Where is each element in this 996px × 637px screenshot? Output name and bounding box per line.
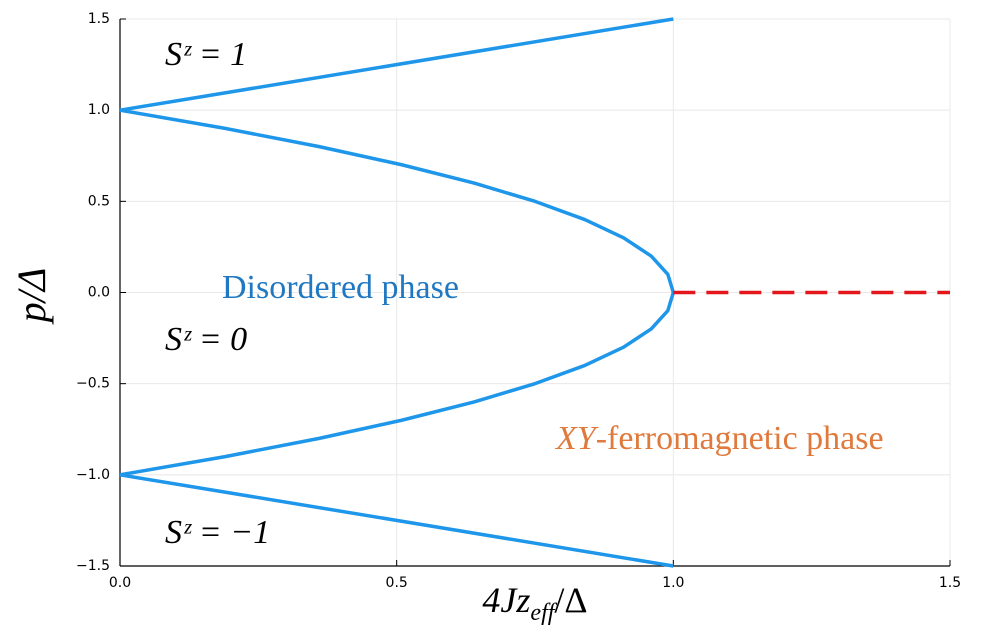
annotation-text: Sᶻ = −1 bbox=[165, 514, 270, 551]
x-tick-label: 1.5 bbox=[939, 575, 961, 591]
series-line bbox=[119, 17, 674, 112]
annotation-italic: XY bbox=[554, 420, 599, 457]
annotation: Sᶻ = 0 bbox=[165, 321, 247, 358]
x-label-tail: /Δ bbox=[554, 580, 587, 620]
y-axis-label: p/Δ bbox=[9, 268, 54, 326]
x-label-sub: eff bbox=[530, 600, 557, 626]
annotation: Disordered phase bbox=[222, 269, 459, 306]
y-tick-label: −1.0 bbox=[76, 467, 110, 483]
annotation: Sᶻ = −1 bbox=[165, 514, 270, 551]
y-tick-label: 1.0 bbox=[88, 102, 110, 118]
annotation: XY-ferromagnetic phase bbox=[554, 420, 884, 457]
series-line bbox=[119, 108, 676, 477]
annotation-text: Disordered phase bbox=[222, 269, 459, 306]
series-line bbox=[119, 473, 674, 568]
x-tick-label: 0.5 bbox=[386, 575, 408, 591]
annotation-text: -ferromagnetic phase bbox=[596, 420, 884, 457]
x-axis-label: 4Jzeff/Δ bbox=[482, 580, 587, 626]
x-tick-label: 0.0 bbox=[109, 575, 131, 591]
annotation-text: Sᶻ = 0 bbox=[165, 321, 247, 358]
annotation-text: Sᶻ = 1 bbox=[165, 36, 247, 73]
y-tick-label: −0.5 bbox=[76, 376, 110, 392]
x-label-main: 4Jz bbox=[482, 580, 530, 620]
y-tick-label: −1.5 bbox=[76, 558, 110, 574]
annotation: Sᶻ = 1 bbox=[165, 36, 247, 73]
y-tick-label: 0.5 bbox=[88, 193, 110, 209]
x-tick-label: 1.0 bbox=[662, 575, 684, 591]
y-tick-label: 0.0 bbox=[88, 285, 110, 301]
y-tick-label: 1.5 bbox=[88, 11, 110, 27]
